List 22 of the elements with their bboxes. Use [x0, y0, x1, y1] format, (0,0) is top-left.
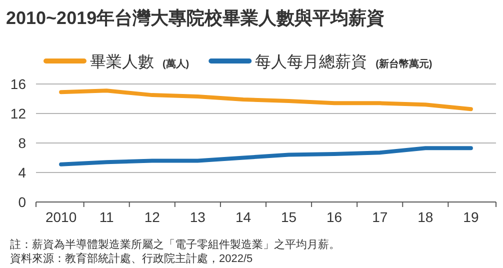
x-tick-label: 2010	[45, 209, 77, 225]
legend-label: 畢業人數 (萬人)	[90, 53, 190, 71]
legend-label: 每人每月總薪資 (新台幣萬元)	[255, 53, 432, 71]
x-tick-label: 17	[372, 209, 388, 225]
x-tick-label: 16	[326, 209, 342, 225]
x-tick-label: 15	[280, 209, 297, 225]
x-tick-label: 12	[144, 209, 160, 225]
x-tick-label: 13	[190, 209, 206, 225]
line-series	[59, 88, 473, 112]
line-series	[59, 146, 473, 166]
x-tick-label: 19	[463, 209, 479, 225]
x-tick-label: 14	[235, 209, 252, 225]
text: 註：薪資為半導體製造業所屬之「電子零組件製造業」之平均月薪。	[10, 238, 340, 251]
y-tick-label: 16	[10, 76, 26, 92]
y-tick-label: 12	[10, 106, 26, 122]
x-tick-label: 11	[99, 209, 114, 225]
x-tick-label: 18	[418, 209, 434, 225]
source-note: 資料來源：教育部統計處、行政院主計處，2022/5	[10, 252, 253, 265]
y-tick-label: 4	[18, 164, 26, 180]
y-tick-label: 8	[18, 135, 26, 151]
chart-title: 2010~2019年台灣大專院校畢業人數與平均薪資	[6, 8, 385, 28]
y-tick-label: 0	[18, 194, 26, 210]
